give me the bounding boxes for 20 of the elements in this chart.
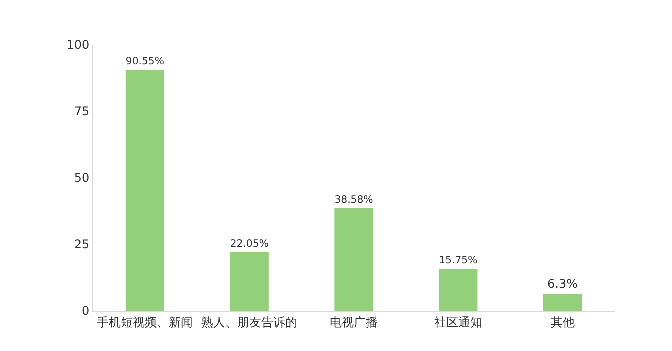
x-tick-label: 电视广播 (330, 315, 378, 330)
x-tick-label: 手机短视频、新闻 (97, 315, 194, 330)
x-tick-label: 社区通知 (434, 315, 482, 330)
y-tick-label: 25 (74, 238, 90, 252)
y-tick-label: 75 (74, 104, 90, 119)
x-tick-label: 熟人、朋友告诉的 (202, 315, 298, 330)
bar (334, 208, 374, 311)
y-tick-label: 0 (82, 304, 90, 318)
data-label: 15.75% (439, 256, 478, 267)
data-label: 38.58% (334, 194, 374, 206)
y-tick-label: 50 (74, 171, 90, 186)
data-label: 22.05% (230, 238, 270, 250)
bar (543, 294, 582, 311)
bar (230, 252, 269, 311)
x-tick-label: 其他 (550, 315, 575, 330)
bar (439, 269, 478, 311)
data-label: 6.3% (548, 277, 578, 292)
data-label: 90.55% (126, 56, 165, 68)
bar (126, 70, 165, 311)
y-tick-label: 100 (66, 38, 90, 52)
